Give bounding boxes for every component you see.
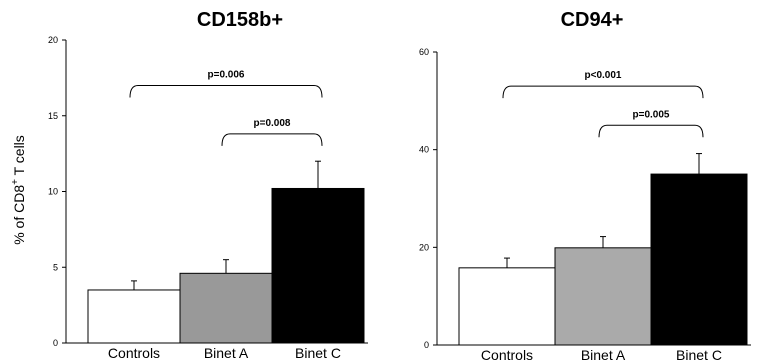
y-axis-label: % of CD8+ T cells [10, 135, 27, 245]
chart-title-cd158b: CD158b+ [197, 9, 283, 31]
cd158b-bar-controls [87, 289, 181, 344]
cd158b-significance-bracket [129, 84, 323, 98]
cd94-y-tick-label: 60 [419, 47, 429, 57]
chart-panel-cd94: 0 20 40 60 Controls Binet A Binet C p<0.001 p=0.… [419, 47, 751, 361]
y-axis-label-tail: T cells [11, 135, 27, 179]
cd158b-category-label: Controls [108, 345, 160, 361]
cd158b-bar-binet-c [271, 187, 365, 344]
y-axis-label-sup: + [10, 179, 21, 185]
y-axis-label-main: % of CD8 [11, 185, 27, 245]
cd158b-y-tick-label: 20 [48, 35, 58, 45]
cd94-significance-bracket [598, 124, 704, 138]
cd94-y-tick-label: 0 [424, 340, 429, 350]
cd94-p-value-label: p<0.001 [585, 70, 622, 81]
cd158b-y-tick-label: 15 [48, 111, 58, 121]
cd94-bar-controls [458, 267, 556, 346]
cd94-category-label: Controls [481, 347, 533, 361]
svg-text:% of CD8+ T cells: % of CD8+ T cells [10, 135, 27, 245]
cd158b-p-value-label: p=0.006 [208, 69, 245, 80]
cd94-p-value-label: p=0.005 [633, 109, 670, 120]
cd94-significance-bracket [502, 85, 704, 99]
cd94-y-tick-label: 40 [419, 145, 429, 155]
cd158b-category-label: Binet C [295, 345, 341, 361]
cd94-category-label: Binet C [676, 347, 722, 361]
cd158b-p-value-label: p=0.008 [254, 118, 291, 129]
chart-panel-cd158b: 0 5 10 15 20 Controls Binet A Binet C p=0.006 p=0… [48, 35, 368, 361]
cd158b-y-tick-label: 0 [53, 338, 58, 348]
cd94-bar-binet-a [554, 247, 652, 346]
cd158b-y-tick-label: 10 [48, 187, 58, 197]
cd158b-significance-bracket [221, 133, 323, 146]
chart-title-cd94: CD94+ [561, 9, 624, 31]
cd94-bar-binet-c [650, 173, 748, 346]
cd94-category-label: Binet A [581, 347, 626, 361]
cd158b-bar-binet-a [179, 272, 273, 344]
cd158b-y-tick-label: 5 [53, 262, 58, 272]
cd158b-category-label: Binet A [204, 345, 249, 361]
cd94-y-tick-label: 20 [419, 242, 429, 252]
